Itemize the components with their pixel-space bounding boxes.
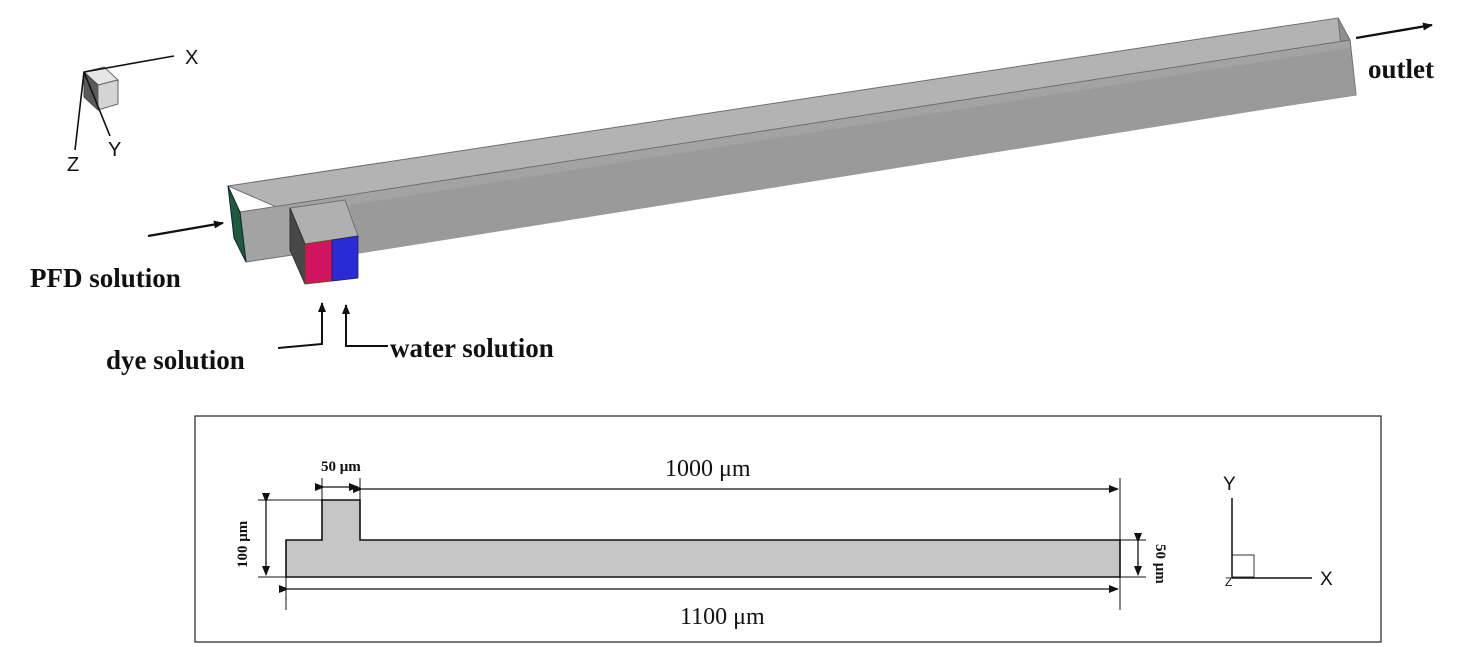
dim-inlet-width-label: 50 μm [321,459,361,475]
plan-view-frame [194,415,1382,643]
dim-inlet-width: 50 μm [315,459,361,500]
plan-axis-z-label: Z [1225,575,1232,589]
axis-z-label: Z [67,154,79,176]
plan-axes-indicator: Y X Z [1223,474,1333,590]
dim-channel-width: 50 μm [1120,533,1168,584]
axis-x-line [83,55,175,73]
axis-z-line [74,71,85,151]
dim-total-height-label: 100 μm [235,520,251,568]
axis-y-label: Y [108,139,121,161]
iso-axes-indicator: X Y Z [67,47,198,176]
pfd-inlet-face [227,185,247,263]
dim-total-length: 1100 μm [279,577,1121,630]
plan-channel-shape [285,499,1121,578]
dim-main-length-label: 1000 μm [665,456,751,482]
flow-arrows [147,22,1433,349]
axis-y-line [83,71,111,137]
water-solution-label: water solution [390,333,554,363]
dye-solution-label: dye solution [106,345,245,375]
water-inlet-face [331,235,359,282]
plan-view-panel: 50 μm 1000 μm 100 μm 50 μm 1100 μm [194,415,1382,643]
dim-main-length: 1000 μm [353,456,1121,540]
channel-front-band [350,48,1356,255]
pfd-solution-label: PFD solution [30,263,181,293]
dim-total-length-label: 1100 μm [680,604,765,630]
dye-arrow [277,302,326,349]
dye-inlet-face [304,239,333,285]
water-arrow [342,304,388,347]
plan-axis-x-label: X [1320,569,1333,590]
dim-channel-width-label: 50 μm [1152,544,1168,584]
dim-total-height: 100 μm [235,493,322,578]
channel-3d [226,17,1357,285]
pfd-arrow [147,220,224,238]
outlet-label: outlet [1368,54,1434,84]
axes-cube-front [97,79,119,111]
plan-axis-y-label: Y [1223,474,1236,495]
axis-x-label: X [185,47,198,69]
outlet-arrow [1355,22,1433,40]
